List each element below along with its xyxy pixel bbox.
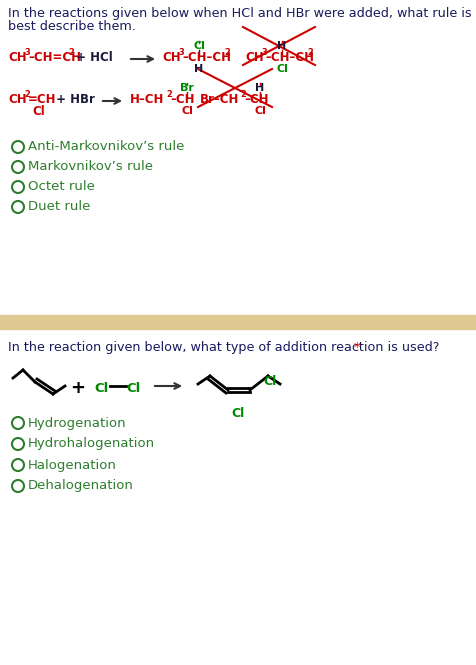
- Text: Cl: Cl: [231, 407, 244, 420]
- Text: Markovnikov’s rule: Markovnikov’s rule: [28, 160, 153, 174]
- Text: Cl: Cl: [32, 105, 45, 118]
- Text: H: H: [255, 83, 264, 93]
- Text: –CH: –CH: [169, 93, 194, 106]
- Text: CH: CH: [245, 51, 263, 64]
- Text: *: *: [353, 341, 359, 354]
- Text: CH: CH: [8, 93, 27, 106]
- Text: + HBr: + HBr: [52, 93, 95, 106]
- Text: CH: CH: [8, 51, 27, 64]
- Text: –CH=CH: –CH=CH: [28, 51, 81, 64]
- Text: Br: Br: [179, 83, 194, 93]
- Text: Cl: Cl: [94, 382, 108, 395]
- Text: 2: 2: [166, 90, 171, 99]
- Bar: [0, 315, 476, 329]
- Text: Hydrohalogenation: Hydrohalogenation: [28, 438, 155, 450]
- Text: Anti-Markovnikov’s rule: Anti-Markovnikov’s rule: [28, 140, 184, 154]
- Text: =CH: =CH: [28, 93, 56, 106]
- Text: In the reactions given below when HCl and HBr were added, what rule is: In the reactions given below when HCl an…: [8, 7, 471, 20]
- Text: In the reaction given below, what type of addition reaction is used?: In the reaction given below, what type o…: [8, 341, 438, 354]
- Text: 3: 3: [260, 48, 266, 57]
- Text: Duet rule: Duet rule: [28, 201, 90, 213]
- Text: Cl: Cl: [126, 382, 140, 395]
- Text: 3: 3: [24, 48, 30, 57]
- Text: –CH–CH: –CH–CH: [265, 51, 313, 64]
- Text: –CH: –CH: [244, 93, 268, 106]
- Text: H–CH: H–CH: [130, 93, 164, 106]
- Text: Cl: Cl: [276, 64, 288, 74]
- Text: 2: 2: [224, 48, 229, 57]
- Text: H: H: [194, 64, 203, 74]
- Text: best describe them.: best describe them.: [8, 20, 136, 33]
- Text: –CH–CH: –CH–CH: [182, 51, 230, 64]
- Text: Cl: Cl: [193, 41, 205, 51]
- Text: Dehalogenation: Dehalogenation: [28, 479, 134, 493]
- Text: + HCl: + HCl: [72, 51, 112, 64]
- Text: Cl: Cl: [181, 106, 192, 116]
- Text: Cl: Cl: [254, 106, 266, 116]
- Text: CH: CH: [162, 51, 180, 64]
- Text: +: +: [70, 379, 85, 397]
- Text: Br–CH: Br–CH: [199, 93, 239, 106]
- Text: 2: 2: [307, 48, 312, 57]
- Text: Halogenation: Halogenation: [28, 458, 117, 471]
- Text: 2: 2: [24, 90, 30, 99]
- Text: Hydrogenation: Hydrogenation: [28, 416, 126, 430]
- Text: 2: 2: [239, 90, 245, 99]
- Text: Cl: Cl: [263, 375, 276, 388]
- Text: 3: 3: [178, 48, 183, 57]
- Text: H: H: [277, 41, 286, 51]
- Text: 2: 2: [68, 48, 74, 57]
- Text: Octet rule: Octet rule: [28, 180, 95, 194]
